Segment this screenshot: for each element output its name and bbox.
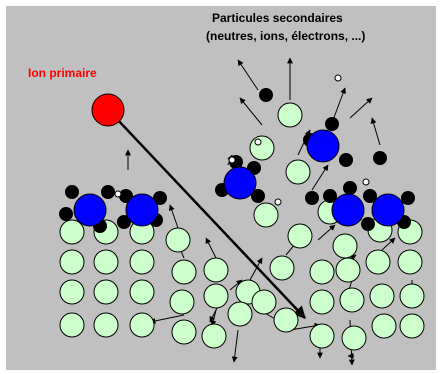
target-atom (270, 256, 294, 280)
primary-ion (92, 94, 124, 126)
electron (115, 191, 121, 197)
adsorbed-atom (332, 194, 364, 226)
target-atom (228, 302, 252, 326)
target-atom (172, 260, 196, 284)
electron (275, 199, 281, 205)
target-atom (366, 250, 390, 274)
target-atom (372, 314, 396, 338)
adsorbed-atom (126, 194, 158, 226)
target-atom (336, 258, 360, 282)
primary-ion-label: Ion primaire (28, 66, 97, 80)
electron (363, 179, 369, 185)
electron (255, 139, 261, 145)
target-atom (250, 136, 274, 160)
target-atom (252, 290, 276, 314)
target-atom (310, 290, 334, 314)
target-atom (274, 308, 298, 332)
adsorbed-atom (224, 167, 256, 199)
surface-atom (101, 185, 115, 199)
target-atom (400, 314, 424, 338)
page: {"labels": {"secondary_title": "Particul… (0, 0, 442, 374)
surface-atom (59, 207, 73, 221)
adsorbed-atom (372, 194, 404, 226)
target-atom (94, 280, 118, 304)
target-atom (333, 234, 357, 258)
target-atom (254, 203, 278, 227)
adsorbed-atom (74, 194, 106, 226)
target-atom (370, 284, 394, 308)
target-atom (310, 260, 334, 284)
target-atom (204, 258, 228, 282)
target-atom (60, 220, 84, 244)
target-atom (60, 313, 84, 337)
target-atom (170, 290, 194, 314)
target-atom (342, 326, 366, 350)
target-atom (278, 103, 302, 127)
diagram: Particules secondaires (neutres, ions, é… (0, 0, 442, 374)
surface-atom (259, 88, 273, 102)
surface-atom (343, 181, 357, 195)
target-atom (202, 324, 226, 348)
target-atom (94, 250, 118, 274)
target-atom (398, 250, 422, 274)
surface-atom (361, 217, 375, 231)
target-atom (288, 224, 312, 248)
electron (229, 157, 235, 163)
target-atom (400, 284, 424, 308)
target-atom (130, 250, 154, 274)
surface-atom (65, 185, 79, 199)
target-atom (60, 250, 84, 274)
target-atom (130, 313, 154, 337)
surface-atom (373, 151, 387, 165)
target-atom (94, 313, 118, 337)
surface-atom (339, 153, 353, 167)
surface-atom (401, 191, 415, 205)
target-atom (130, 280, 154, 304)
adsorbed-atom (307, 130, 339, 162)
surface-atom (305, 191, 319, 205)
target-atom (340, 288, 364, 312)
secondary-title: Particules secondaires (212, 11, 343, 25)
target-atom (286, 160, 310, 184)
target-atom (166, 228, 190, 252)
secondary-subtitle: (neutres, ions, électrons, ...) (206, 29, 365, 43)
target-atom (204, 284, 228, 308)
electron (335, 75, 341, 81)
surface-atom (325, 117, 339, 131)
target-atom (172, 320, 196, 344)
target-atom (310, 324, 334, 348)
target-atom (60, 280, 84, 304)
